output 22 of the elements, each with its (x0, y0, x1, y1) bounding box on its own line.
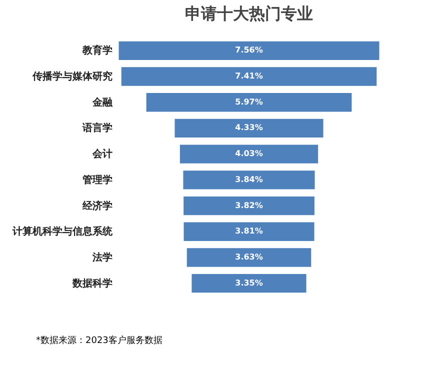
category-label: 教育学 (82, 44, 112, 57)
data-label: 3.82% (235, 200, 263, 210)
category-label: 法学 (92, 251, 112, 264)
data-label: 4.33% (235, 123, 263, 132)
category-label: 管理学 (82, 174, 112, 186)
category-label: 经济学 (82, 200, 112, 212)
category-label: 会计 (92, 148, 112, 160)
category-label: 传播学与媒体研究 (32, 70, 112, 83)
data-label: 7.56% (235, 46, 263, 55)
category-label: 计算机科学与信息系统 (12, 226, 114, 238)
data-label: 3.63% (235, 252, 263, 262)
data-label: 7.41% (235, 72, 263, 81)
data-label: 4.03% (235, 149, 263, 158)
category-label: 金融 (92, 96, 114, 108)
category-label: 语言学 (82, 122, 112, 134)
data-label: 3.84% (235, 174, 263, 184)
data-label: 3.35% (235, 278, 263, 288)
text: *数据来源：2023客户服务数据 (36, 334, 162, 347)
data-label: 3.81% (235, 226, 263, 236)
text: 申请十大热门专业 (185, 4, 313, 23)
category-label: 数据科学 (72, 277, 112, 290)
data-label: 5.97% (235, 97, 263, 106)
